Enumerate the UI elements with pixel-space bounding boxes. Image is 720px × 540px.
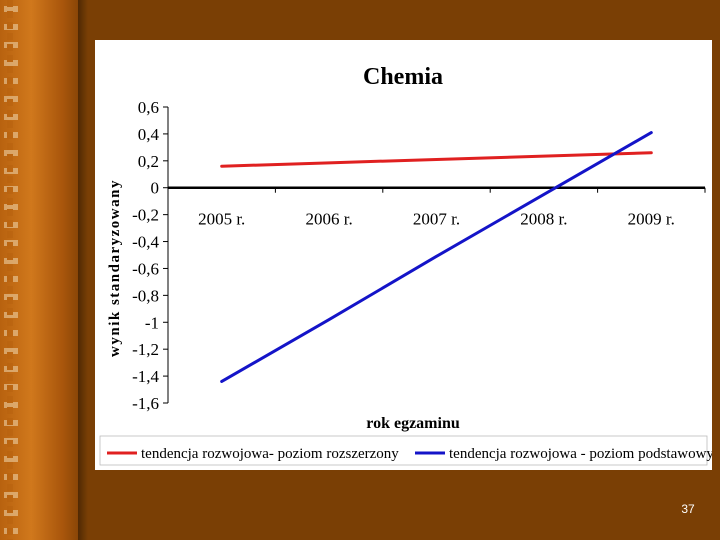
slide-sidebar-decoration bbox=[0, 0, 78, 540]
y-tick-label: -0,4 bbox=[132, 233, 159, 252]
x-axis: 2005 r. 2006 r. 2007 r. 2008 r. 2009 r. bbox=[167, 186, 706, 229]
y-tick-label: 0,4 bbox=[138, 125, 160, 144]
legend-label-2: tendencja rozwojowa - poziom podstawowy bbox=[449, 446, 712, 462]
page-number: 37 bbox=[681, 502, 695, 516]
series-lines bbox=[220, 131, 653, 383]
line-chart: Chemia wynik standaryzowany rok egzaminu… bbox=[99, 64, 712, 466]
sidebar-shadow bbox=[78, 0, 88, 540]
y-tick-label: 0,2 bbox=[138, 152, 159, 171]
y-tick-label: 0,6 bbox=[138, 98, 159, 117]
y-tick-label: -0,2 bbox=[132, 206, 159, 225]
y-tick-label: -1 bbox=[145, 313, 159, 332]
legend-box bbox=[99, 435, 708, 466]
x-tick-label: 2007 r. bbox=[413, 210, 460, 229]
series-line-1 bbox=[220, 151, 653, 168]
legend-label-1: tendencja rozwojowa- poziom rozszerzony bbox=[141, 446, 399, 462]
chart-title: Chemia bbox=[363, 64, 443, 90]
y-tick-label: -0,6 bbox=[132, 259, 159, 278]
legend: tendencja rozwojowa- poziom rozszerzony t… bbox=[99, 435, 712, 466]
y-tick-label: -0,8 bbox=[132, 286, 159, 305]
x-tick-label: 2006 r. bbox=[305, 210, 352, 229]
y-axis: 0,6 0,4 0,2 0 -0,2 -0,4 -0,6 -0,8 -1 -1,2 -1,4 -1,6 bbox=[132, 98, 169, 413]
y-tick-label: 0 bbox=[151, 179, 160, 198]
x-tick-label: 2005 r. bbox=[198, 210, 245, 229]
y-tick-label: -1,2 bbox=[132, 340, 159, 359]
y-tick-label: -1,6 bbox=[132, 394, 159, 413]
x-axis-label: rok egzaminu bbox=[366, 415, 460, 432]
x-tick-label: 2009 r. bbox=[628, 210, 675, 229]
film-strip-decoration bbox=[4, 0, 18, 540]
y-tick-label: -1,4 bbox=[132, 367, 159, 386]
series-line-2 bbox=[220, 131, 653, 383]
chart-panel: Chemia wynik standaryzowany rok egzaminu… bbox=[95, 40, 712, 470]
x-tick-label: 2008 r. bbox=[520, 210, 567, 229]
y-axis-label: wynik standaryzowany bbox=[107, 179, 123, 357]
